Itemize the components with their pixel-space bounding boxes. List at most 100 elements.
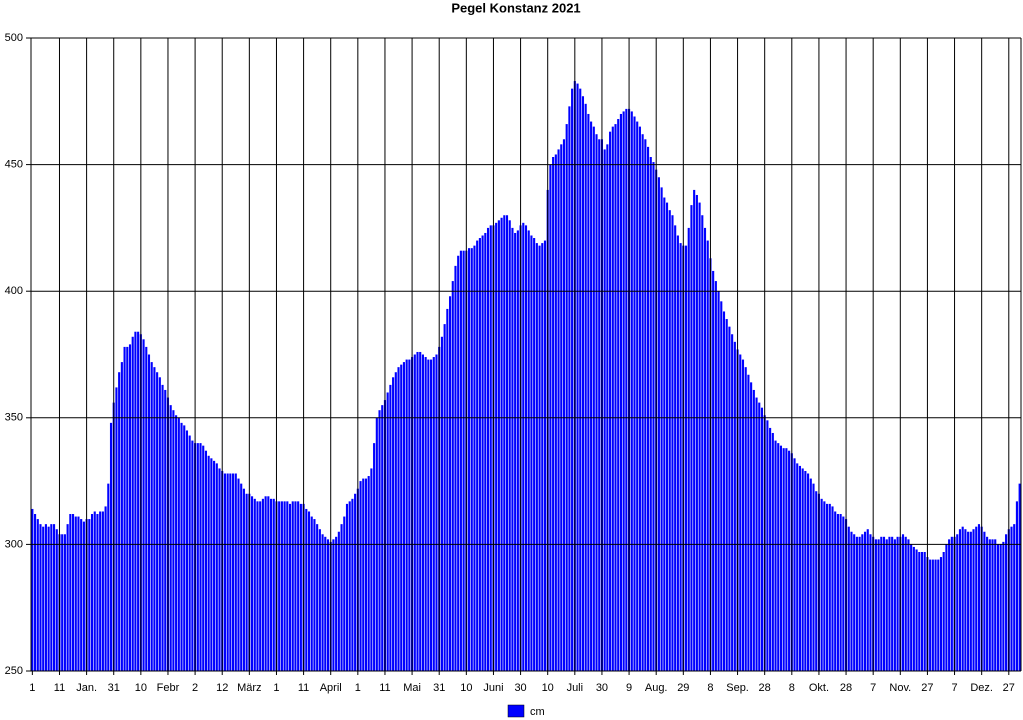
bar	[747, 374, 750, 671]
bar	[950, 536, 953, 671]
bar	[397, 367, 400, 671]
bar	[766, 420, 769, 671]
bar	[712, 270, 715, 671]
bar	[972, 529, 975, 671]
x-tick-label: 30	[514, 682, 526, 694]
bar	[996, 544, 1000, 671]
bar	[684, 245, 688, 671]
bar	[362, 478, 365, 671]
bar	[788, 450, 791, 671]
bar	[440, 336, 443, 671]
bar	[576, 83, 579, 672]
bar	[695, 194, 698, 671]
bar	[969, 531, 972, 671]
bar	[826, 503, 829, 671]
bar	[975, 526, 978, 671]
bar	[454, 265, 457, 671]
bar	[500, 217, 503, 671]
bar	[354, 493, 357, 671]
bar	[232, 473, 235, 671]
bar	[801, 468, 804, 671]
y-tick-label: 450	[5, 159, 23, 171]
x-tick-label: 1	[355, 682, 361, 694]
bar	[1018, 483, 1021, 671]
bar	[156, 372, 159, 671]
bar	[370, 468, 373, 671]
bar	[337, 531, 340, 671]
bar	[522, 222, 525, 671]
bar	[671, 215, 674, 672]
bar	[991, 539, 994, 671]
bar	[511, 227, 514, 671]
bar	[240, 483, 243, 671]
bar	[175, 415, 178, 671]
bar	[720, 301, 723, 671]
bar	[443, 324, 446, 671]
bar	[424, 357, 427, 671]
bar	[264, 496, 267, 671]
bar	[861, 534, 864, 671]
bar	[722, 311, 726, 671]
x-tick-label: 10	[135, 682, 147, 694]
bar	[986, 536, 989, 671]
bar	[147, 354, 151, 671]
bar	[939, 557, 943, 671]
bar	[503, 215, 506, 672]
bar	[77, 516, 80, 671]
bar	[560, 144, 563, 671]
bar	[725, 319, 728, 671]
bar	[367, 476, 370, 671]
bar	[71, 514, 75, 671]
x-tick-label: 10	[460, 682, 472, 694]
bar	[646, 146, 650, 672]
x-tick-label: 11	[298, 682, 309, 694]
bar	[476, 240, 479, 671]
x-tick-label: 2	[192, 682, 198, 694]
bar	[649, 157, 652, 671]
bar	[798, 465, 802, 671]
bar	[1010, 526, 1013, 671]
bar	[942, 551, 945, 671]
bar	[210, 458, 213, 671]
bar	[804, 470, 807, 671]
bar	[183, 425, 186, 671]
bar	[93, 511, 96, 671]
x-tick-label: 31	[108, 682, 120, 694]
x-tick-label: Okt.	[809, 682, 829, 694]
bar	[609, 131, 612, 671]
bar	[131, 336, 134, 671]
bar	[633, 116, 636, 671]
bar	[885, 539, 888, 671]
bar	[128, 344, 132, 671]
bar	[199, 443, 202, 671]
bar	[752, 389, 755, 671]
bar	[839, 514, 842, 671]
bar	[945, 544, 948, 671]
bar	[1013, 524, 1016, 671]
bar	[185, 430, 189, 671]
chart-title: Pegel Konstanz 2021	[451, 0, 580, 15]
bar	[918, 551, 921, 671]
bar	[866, 529, 869, 671]
bar	[858, 536, 861, 671]
bar	[373, 443, 376, 671]
bar	[641, 134, 644, 671]
bar	[280, 501, 283, 671]
bar	[291, 501, 294, 671]
bar	[590, 121, 593, 671]
bar	[118, 372, 121, 671]
bar	[777, 443, 780, 671]
bar	[307, 511, 311, 671]
bar	[55, 529, 58, 671]
x-tick-label: 9	[626, 682, 632, 694]
bar	[351, 498, 354, 671]
bar	[294, 501, 297, 671]
bar	[419, 351, 422, 671]
bar	[451, 281, 454, 671]
bar	[313, 519, 316, 671]
bar	[324, 536, 327, 671]
y-tick-label: 500	[5, 32, 23, 44]
x-tick-label: 10	[542, 682, 554, 694]
bar	[408, 359, 411, 671]
